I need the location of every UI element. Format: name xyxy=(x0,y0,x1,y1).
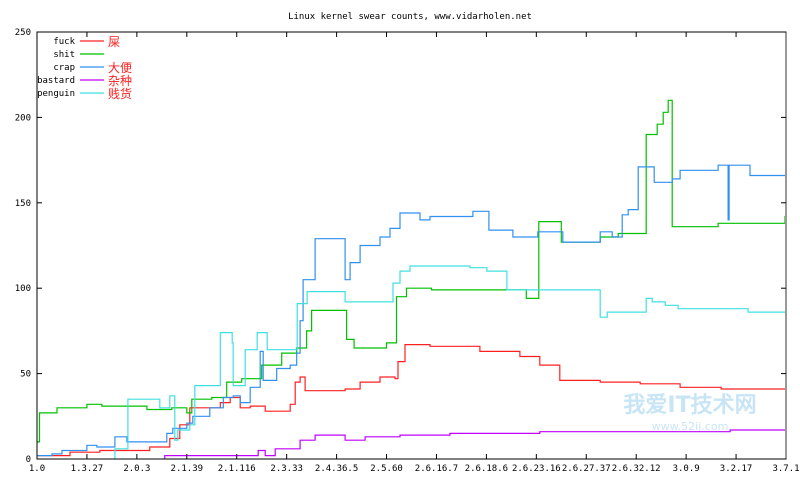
series-line-shit xyxy=(37,99,786,443)
watermark-logo: 我爱IT技术网 www.52ij.com xyxy=(623,393,756,433)
x-tick-label: 3.7.1 xyxy=(772,464,799,474)
y-tick-label: 150 xyxy=(15,199,31,209)
series-line-penguin xyxy=(114,265,786,459)
axes: 1.0 1.3.27 2.0.3 2.1.39 2.1.116 2.3.33 2.4.36.… xyxy=(15,28,800,474)
legend-annotation-penguin: 贱货 xyxy=(108,86,132,101)
series-layer xyxy=(37,99,786,459)
x-tick-label: 1.0 xyxy=(29,464,45,474)
x-tick-label: 2.1.116 xyxy=(218,464,256,474)
y-tick-label: 0 xyxy=(26,455,31,465)
x-tick-label: 2.5.60 xyxy=(370,464,403,474)
legend: fuck 屎 shit crap 大便 bastard 杂种 penguin 贱货 xyxy=(37,35,132,101)
legend-annotation-crap: 大便 xyxy=(108,61,132,75)
y-tick-label: 100 xyxy=(15,284,31,294)
legend-annotation-fuck: 屎 xyxy=(108,35,120,49)
x-tick-label: 2.3.33 xyxy=(270,464,303,474)
legend-label-penguin: penguin xyxy=(37,89,75,99)
legend-label-shit: shit xyxy=(53,50,75,60)
x-tick-label: 3.0.9 xyxy=(673,464,700,474)
legend-label-bastard: bastard xyxy=(37,76,75,86)
x-tick-label: 2.6.16.7 xyxy=(415,464,458,474)
x-tick-label: 2.6.32.12 xyxy=(612,464,661,474)
x-tick-label: 2.6.27.37 xyxy=(562,464,611,474)
svg-text:我爱IT技术网: 我爱IT技术网 xyxy=(623,393,756,418)
chart-title: Linux kernel swear counts, www.vidarhole… xyxy=(288,12,532,22)
y-tick-label: 250 xyxy=(15,28,31,38)
legend-label-fuck: fuck xyxy=(53,37,75,47)
x-tick-label: 2.6.18.6 xyxy=(465,464,508,474)
x-tick-label: 2.4.36.5 xyxy=(315,464,358,474)
x-tick-label: 2.0.3 xyxy=(123,464,150,474)
x-tick-label: 1.3.27 xyxy=(71,464,104,474)
legend-label-crap: crap xyxy=(53,63,75,73)
legend-annotation-bastard: 杂种 xyxy=(108,74,132,88)
svg-text:www.52ij.com: www.52ij.com xyxy=(652,420,729,433)
x-tick-label: 2.1.39 xyxy=(171,464,204,474)
x-tick-label: 2.6.23.16 xyxy=(512,464,561,474)
x-tick-label: 3.2.17 xyxy=(720,464,753,474)
y-tick-label: 50 xyxy=(20,370,31,380)
series-line-fuck xyxy=(37,344,786,457)
series-line-bastard xyxy=(164,429,786,459)
y-tick-label: 200 xyxy=(15,113,31,123)
